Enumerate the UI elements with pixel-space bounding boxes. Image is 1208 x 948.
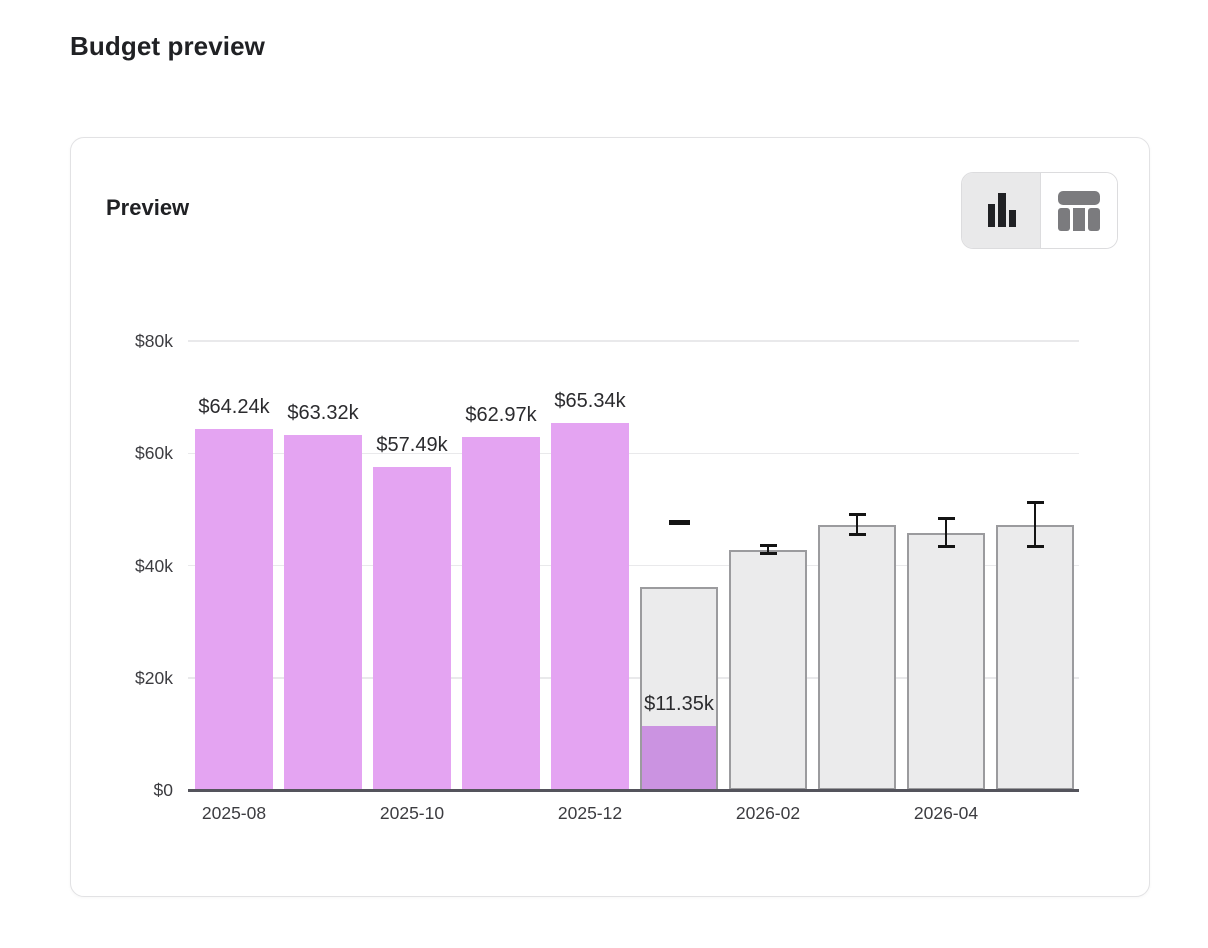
bar-value-label: $64.24k bbox=[198, 396, 270, 419]
view-toggle bbox=[961, 172, 1118, 249]
page-title: Budget preview bbox=[70, 31, 265, 61]
error-bar-cap bbox=[759, 552, 777, 556]
error-bar-cap bbox=[848, 532, 866, 536]
marker-dash bbox=[669, 519, 690, 525]
bar-forecast bbox=[729, 549, 807, 790]
grid-line bbox=[188, 340, 1079, 342]
bar-actual bbox=[195, 429, 273, 790]
card-heading: Preview bbox=[106, 195, 190, 220]
y-tick-label: $0 bbox=[153, 780, 173, 800]
table-icon bbox=[1057, 190, 1100, 231]
y-tick-label: $60k bbox=[135, 443, 173, 464]
error-bar bbox=[766, 545, 770, 554]
bar-actual bbox=[373, 467, 451, 790]
x-tick-label: 2025-12 bbox=[557, 803, 623, 823]
bar-forecast bbox=[996, 524, 1074, 790]
bar-actual bbox=[551, 423, 629, 790]
budget-chart: $0 $20k $40k $60k $80k $64.24k $63.32k $57.49k $… bbox=[71, 138, 1151, 898]
chart-view-button[interactable] bbox=[962, 173, 1040, 248]
bar-value-label: $63.32k bbox=[287, 401, 359, 424]
error-bar-cap bbox=[937, 517, 955, 521]
error-bar-cap bbox=[1026, 501, 1044, 505]
x-axis-line bbox=[188, 788, 1079, 792]
error-bar-cap bbox=[937, 545, 955, 549]
x-tick-label: 2025-08 bbox=[201, 803, 267, 823]
x-tick-label: 2026-04 bbox=[913, 803, 979, 823]
bar-actual bbox=[462, 436, 540, 790]
bar-value-label: $65.34k bbox=[554, 390, 626, 413]
bar-value-label: $57.49k bbox=[376, 434, 448, 457]
x-tick-label: 2026-02 bbox=[735, 803, 801, 823]
error-bar-cap bbox=[759, 544, 777, 548]
y-tick-label: $80k bbox=[135, 331, 173, 351]
y-tick-label: $20k bbox=[135, 667, 173, 688]
y-tick-label: $40k bbox=[135, 555, 173, 576]
bar-forecast bbox=[907, 532, 985, 790]
bar-value-label: $62.97k bbox=[465, 403, 537, 426]
table-view-button[interactable] bbox=[1039, 173, 1117, 248]
error-bar bbox=[1033, 502, 1037, 547]
bar-forecast bbox=[818, 524, 896, 790]
grid-line bbox=[188, 564, 1079, 567]
error-bar bbox=[855, 514, 859, 535]
error-bar-cap bbox=[1026, 544, 1044, 548]
grid-line bbox=[188, 677, 1079, 679]
grid-line bbox=[188, 452, 1079, 454]
preview-card: Preview $0 $20k $40k $60k $80k $64.24k $63.32k… bbox=[70, 137, 1150, 897]
error-bar-cap bbox=[848, 513, 866, 517]
bar-chart-icon bbox=[987, 192, 1016, 227]
bar-value-label: $11.35k bbox=[644, 693, 714, 716]
x-tick-label: 2025-10 bbox=[379, 803, 445, 823]
error-bar bbox=[944, 518, 948, 547]
bar-actual-to-date bbox=[642, 726, 716, 789]
bar-actual bbox=[284, 434, 362, 790]
